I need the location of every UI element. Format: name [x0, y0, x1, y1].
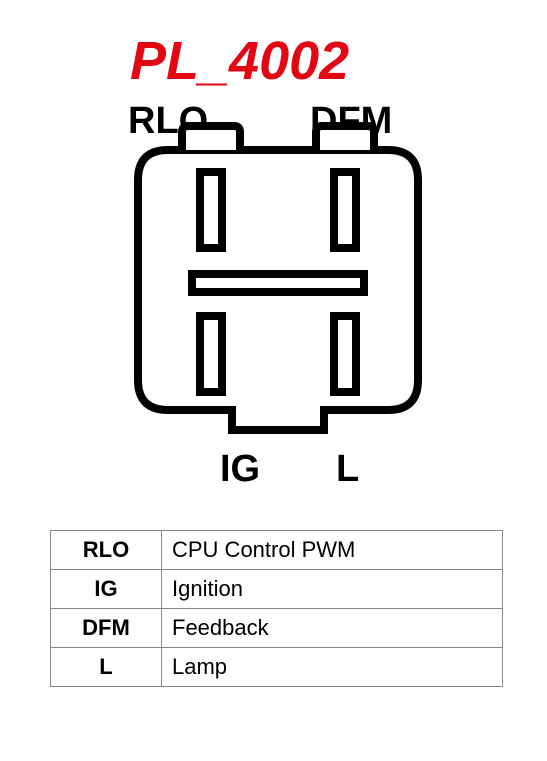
table-row: RLO CPU Control PWM	[51, 531, 503, 570]
connector-diagram	[128, 140, 428, 440]
legend-code: RLO	[51, 531, 162, 570]
pin-label-l: L	[336, 448, 359, 491]
table-row: DFM Feedback	[51, 609, 503, 648]
pin-tab-top-right	[316, 126, 374, 150]
legend-code: L	[51, 648, 162, 687]
pin-rlo	[200, 172, 222, 248]
pin-l	[334, 316, 356, 392]
table-row: IG Ignition	[51, 570, 503, 609]
legend-body: RLO CPU Control PWM IG Ignition DFM Feed…	[51, 531, 503, 687]
table-row: L Lamp	[51, 648, 503, 687]
pin-ig	[200, 316, 222, 392]
part-number-title: PL_4002	[130, 30, 349, 92]
legend-desc: Lamp	[162, 648, 503, 687]
pin-legend-table: RLO CPU Control PWM IG Ignition DFM Feed…	[50, 530, 503, 687]
legend-desc: Ignition	[162, 570, 503, 609]
legend-code: DFM	[51, 609, 162, 648]
pin-tab-top-left	[182, 126, 240, 150]
pin-label-ig: IG	[220, 448, 260, 491]
center-key-slot	[192, 274, 364, 292]
legend-code: IG	[51, 570, 162, 609]
legend-desc: CPU Control PWM	[162, 531, 503, 570]
legend-desc: Feedback	[162, 609, 503, 648]
pin-dfm	[334, 172, 356, 248]
